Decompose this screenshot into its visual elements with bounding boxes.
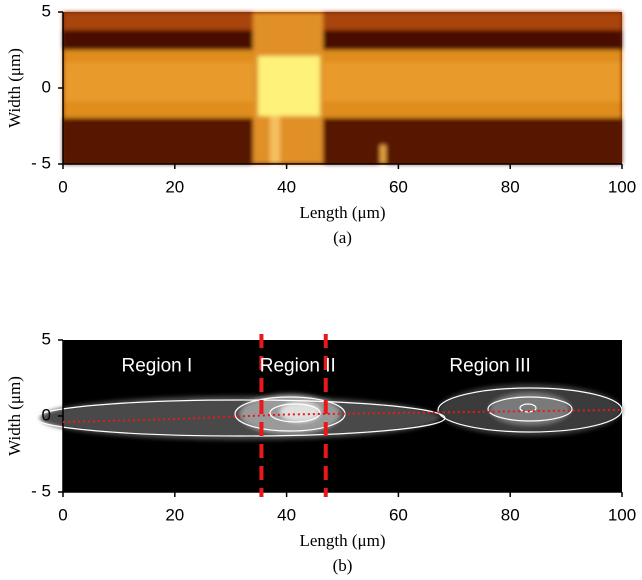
y-tick-label: 5 bbox=[42, 329, 51, 348]
caption: (b) bbox=[333, 556, 353, 575]
x-axis-label: Length (μm) bbox=[299, 203, 385, 222]
x-tick-label: 0 bbox=[58, 505, 67, 524]
region-label: Region I bbox=[122, 356, 193, 377]
x-tick-label: 20 bbox=[165, 505, 184, 524]
profile-line bbox=[62, 408, 623, 424]
x-tick-label: 60 bbox=[389, 177, 408, 196]
y-tick-label: 5 bbox=[42, 1, 51, 20]
region-label: Region III bbox=[449, 356, 530, 377]
y-tick-label: - 5 bbox=[31, 481, 51, 500]
y-axis-label: Width (μm) bbox=[5, 376, 24, 456]
x-tick-label: 0 bbox=[58, 177, 67, 196]
x-tick-label: 100 bbox=[608, 505, 636, 524]
y-tick-label: - 5 bbox=[31, 153, 51, 172]
y-tick-label: 0 bbox=[42, 405, 51, 424]
x-tick-label: 60 bbox=[389, 505, 408, 524]
y-axis-label: Width (μm) bbox=[5, 48, 24, 128]
x-tick-label: 100 bbox=[608, 177, 636, 196]
x-tick-label: 40 bbox=[277, 505, 296, 524]
x-tick-label: 80 bbox=[501, 505, 520, 524]
x-axis-label: Length (μm) bbox=[299, 531, 385, 550]
region-label: Region II bbox=[260, 356, 336, 377]
y-tick-label: 0 bbox=[42, 77, 51, 96]
heatmap-b bbox=[34, 340, 623, 492]
x-tick-label: 40 bbox=[277, 177, 296, 196]
heatmap-a bbox=[63, 12, 622, 164]
x-tick-label: 80 bbox=[501, 177, 520, 196]
x-tick-label: 20 bbox=[165, 177, 184, 196]
caption: (a) bbox=[333, 228, 352, 247]
